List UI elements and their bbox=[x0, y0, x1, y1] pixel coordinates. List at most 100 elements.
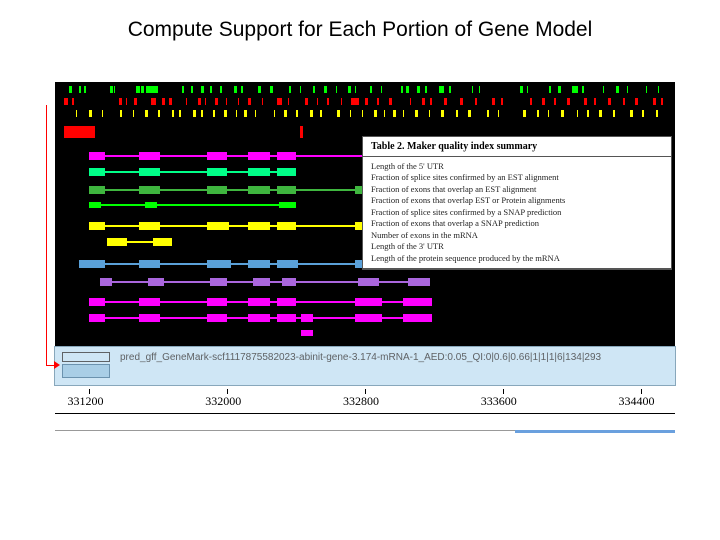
evidence-tick bbox=[241, 86, 243, 93]
page-title: Compute Support for Each Portion of Gene… bbox=[0, 0, 720, 52]
exon-block bbox=[139, 152, 160, 160]
evidence-tick bbox=[191, 86, 193, 93]
evidence-tick bbox=[193, 110, 196, 117]
evidence-tick bbox=[126, 98, 128, 105]
evidence-tick bbox=[234, 86, 237, 93]
exon-block bbox=[248, 260, 270, 268]
track-connector bbox=[89, 204, 296, 206]
exon-block bbox=[358, 278, 379, 286]
evidence-tick bbox=[554, 98, 556, 105]
repeat-region-small bbox=[300, 126, 303, 138]
exon-block bbox=[139, 314, 160, 322]
exon-block bbox=[207, 222, 229, 230]
evidence-tick bbox=[133, 110, 135, 117]
axis-label: 334400 bbox=[619, 394, 655, 409]
evidence-tick bbox=[501, 98, 503, 105]
evidence-tick bbox=[114, 86, 116, 93]
evidence-tick bbox=[377, 98, 379, 105]
evidence-tick bbox=[608, 98, 611, 105]
evidence-tick bbox=[198, 98, 201, 105]
evidence-tick bbox=[205, 98, 207, 105]
evidence-tick bbox=[288, 98, 290, 105]
evidence-tick bbox=[410, 98, 412, 105]
evidence-tick bbox=[661, 98, 663, 105]
exon-block bbox=[277, 168, 296, 176]
table-row: Fraction of exons that overlap EST or Pr… bbox=[371, 195, 663, 206]
evidence-tick bbox=[317, 98, 319, 105]
evidence-tick bbox=[274, 110, 276, 117]
evidence-tick bbox=[365, 98, 368, 105]
evidence-tick bbox=[305, 98, 308, 105]
evidence-tick bbox=[449, 86, 451, 93]
exon-block bbox=[145, 202, 157, 208]
exon-block bbox=[207, 314, 228, 322]
evidence-tick bbox=[389, 98, 392, 105]
exon-block bbox=[403, 314, 432, 322]
table-row: Number of exons in the mRNA bbox=[371, 230, 663, 241]
evidence-tick bbox=[224, 110, 227, 117]
table-body: Length of the 5' UTR Fraction of splice s… bbox=[363, 157, 671, 269]
exon-block bbox=[277, 314, 296, 322]
evidence-tick bbox=[594, 98, 596, 105]
evidence-tick bbox=[542, 98, 545, 105]
evidence-tick bbox=[642, 110, 644, 117]
table-row: Length of the 3' UTR bbox=[371, 241, 663, 252]
evidence-tick bbox=[572, 86, 578, 93]
exon-block bbox=[248, 298, 270, 306]
evidence-tick bbox=[350, 110, 352, 117]
evidence-tick bbox=[201, 110, 203, 117]
evidence-tick bbox=[561, 110, 564, 117]
evidence-tick bbox=[169, 98, 172, 105]
evidence-tick bbox=[158, 110, 160, 117]
exon-block bbox=[207, 152, 228, 160]
exon-block bbox=[139, 186, 160, 194]
evidence-tick bbox=[362, 110, 364, 117]
exon-block bbox=[89, 186, 105, 194]
exon-block bbox=[301, 314, 313, 322]
table-row: Fraction of exons that overlap a SNAP pr… bbox=[371, 218, 663, 229]
evidence-tick bbox=[549, 86, 551, 93]
evidence-tick bbox=[475, 98, 477, 105]
evidence-tick bbox=[244, 110, 247, 117]
evidence-tick bbox=[456, 110, 458, 117]
table-row: Length of the 5' UTR bbox=[371, 161, 663, 172]
evidence-tick bbox=[337, 110, 340, 117]
evidence-tick bbox=[134, 98, 137, 105]
evidence-tick bbox=[487, 110, 489, 117]
exon-block bbox=[277, 298, 296, 306]
evidence-tick bbox=[327, 98, 329, 105]
evidence-tick bbox=[182, 86, 184, 93]
evidence-tick bbox=[289, 86, 291, 93]
evidence-tick bbox=[623, 98, 625, 105]
evidence-tick bbox=[141, 86, 144, 93]
evidence-tick bbox=[584, 98, 587, 105]
evidence-tick bbox=[270, 86, 273, 93]
evidence-tick bbox=[635, 98, 638, 105]
exon-block bbox=[355, 298, 383, 306]
evidence-tick bbox=[215, 98, 218, 105]
evidence-tick bbox=[429, 110, 431, 117]
evidence-tick bbox=[89, 110, 92, 117]
repeat-region bbox=[64, 126, 95, 138]
evidence-tick bbox=[136, 86, 141, 93]
exon-block bbox=[107, 238, 128, 246]
exon-block bbox=[139, 260, 160, 268]
evidence-tick bbox=[179, 110, 181, 117]
evidence-tick bbox=[69, 86, 72, 93]
exon-block bbox=[403, 298, 432, 306]
footer-accent-bar bbox=[515, 430, 675, 433]
evidence-tick bbox=[613, 110, 615, 117]
exon-block bbox=[207, 260, 231, 268]
evidence-tick bbox=[64, 98, 69, 105]
exon-block bbox=[277, 222, 296, 230]
evidence-tick bbox=[530, 98, 532, 105]
evidence-tick bbox=[313, 86, 315, 93]
genomic-axis: 331200332000332800333600334400 bbox=[55, 386, 675, 414]
evidence-tick bbox=[537, 110, 539, 117]
exon-block bbox=[207, 298, 228, 306]
evidence-tick bbox=[310, 110, 313, 117]
table-row: Fraction of splice sites confirmed by a … bbox=[371, 207, 663, 218]
exon-block bbox=[89, 202, 101, 208]
evidence-tick bbox=[656, 110, 658, 117]
exon-block bbox=[253, 278, 270, 286]
